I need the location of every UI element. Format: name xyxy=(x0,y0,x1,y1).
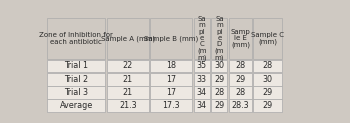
Text: Sample A (mm): Sample A (mm) xyxy=(101,35,155,42)
Bar xyxy=(229,18,252,59)
Text: 29: 29 xyxy=(214,75,224,84)
Text: 28: 28 xyxy=(235,61,245,70)
Text: 29: 29 xyxy=(214,101,224,110)
Text: Average: Average xyxy=(60,101,93,110)
Bar xyxy=(150,60,192,72)
Bar xyxy=(253,73,282,85)
Bar xyxy=(211,99,228,112)
Text: Trial 3: Trial 3 xyxy=(64,88,88,97)
Bar xyxy=(194,86,210,99)
Bar xyxy=(229,60,252,72)
Text: Sa
m
pl
e
C
(m
m): Sa m pl e C (m m) xyxy=(197,16,206,61)
Bar xyxy=(253,60,282,72)
Bar xyxy=(150,99,192,112)
Text: 34: 34 xyxy=(197,88,207,97)
Text: 17: 17 xyxy=(166,88,176,97)
Bar xyxy=(229,99,252,112)
Bar xyxy=(47,86,105,99)
Text: 17.3: 17.3 xyxy=(162,101,180,110)
Bar xyxy=(150,86,192,99)
Text: 28: 28 xyxy=(235,88,245,97)
Bar xyxy=(229,86,252,99)
Text: Sample C
(mm): Sample C (mm) xyxy=(251,32,284,45)
Text: Trial 2: Trial 2 xyxy=(64,75,88,84)
Bar xyxy=(107,73,149,85)
Bar xyxy=(211,60,228,72)
Bar xyxy=(47,73,105,85)
Bar xyxy=(47,18,105,59)
Text: 29: 29 xyxy=(262,88,273,97)
Text: 35: 35 xyxy=(197,61,207,70)
Text: 34: 34 xyxy=(197,101,207,110)
Bar xyxy=(107,18,149,59)
Text: 17: 17 xyxy=(166,75,176,84)
Bar xyxy=(47,60,105,72)
Bar xyxy=(107,99,149,112)
Text: Zone of Inhibition for
each antibiotic: Zone of Inhibition for each antibiotic xyxy=(39,32,113,45)
Bar xyxy=(253,86,282,99)
Bar xyxy=(194,73,210,85)
Text: 29: 29 xyxy=(235,75,246,84)
Text: 21.3: 21.3 xyxy=(119,101,136,110)
Text: 28.3: 28.3 xyxy=(232,101,249,110)
Text: 21: 21 xyxy=(123,75,133,84)
Bar xyxy=(211,73,228,85)
Text: 22: 22 xyxy=(123,61,133,70)
Text: Sa
m
pl
e
D
(m
m): Sa m pl e D (m m) xyxy=(215,16,224,61)
Bar xyxy=(253,18,282,59)
Bar xyxy=(47,99,105,112)
Bar xyxy=(107,60,149,72)
Bar xyxy=(211,18,228,59)
Text: 18: 18 xyxy=(166,61,176,70)
Bar xyxy=(150,18,192,59)
Bar xyxy=(194,60,210,72)
Bar xyxy=(211,86,228,99)
Text: 30: 30 xyxy=(262,75,273,84)
Text: 29: 29 xyxy=(262,101,273,110)
Bar xyxy=(194,18,210,59)
Text: Sample B (mm): Sample B (mm) xyxy=(144,35,198,42)
Bar xyxy=(107,86,149,99)
Bar xyxy=(150,73,192,85)
Bar xyxy=(194,99,210,112)
Text: Trial 1: Trial 1 xyxy=(64,61,88,70)
Text: Samp
le E
(mm): Samp le E (mm) xyxy=(231,29,250,48)
Text: 30: 30 xyxy=(215,61,224,70)
Bar xyxy=(253,99,282,112)
Text: 33: 33 xyxy=(197,75,207,84)
Text: 28: 28 xyxy=(214,88,224,97)
Bar xyxy=(229,73,252,85)
Text: 21: 21 xyxy=(123,88,133,97)
Text: 28: 28 xyxy=(262,61,273,70)
